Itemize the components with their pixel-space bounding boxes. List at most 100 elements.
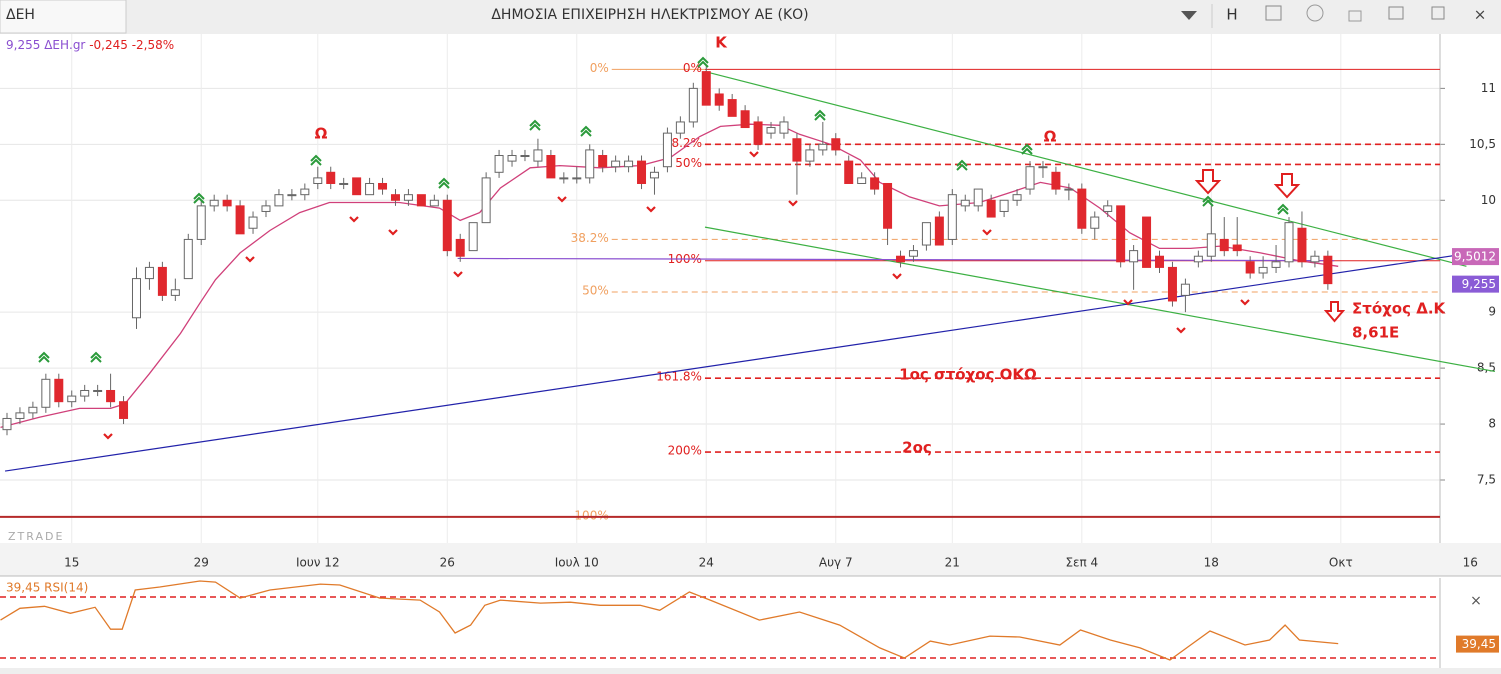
candle-body [170,289,180,296]
candle-body [727,99,737,117]
down-marker [103,433,113,440]
candle-body [908,250,918,257]
icon[interactable] [1306,4,1324,22]
up-marker [193,192,205,204]
candle-body [792,138,802,162]
rsi-tag-label: 39,45 [1462,637,1496,651]
candle-body [378,182,388,190]
candle-body [274,194,284,207]
candle-body [494,155,504,173]
candle-body [611,160,621,168]
candle-body [546,155,556,179]
x-tick-label: Αυγ 7 [819,556,853,570]
fib-label: 50% [582,284,609,298]
fib-label: 0% [683,61,702,75]
candle-body [468,222,478,252]
candle-body [831,138,841,151]
tab[interactable] [0,0,127,34]
rsi-tag [1456,635,1499,653]
candle-body [209,199,219,207]
up-marker [90,351,102,363]
candle-body [896,255,906,263]
candle-body [973,188,983,207]
icon[interactable] [1431,6,1445,20]
legend-symbol: ΔΕΗ.gr [44,38,85,52]
icon[interactable] [1265,5,1282,21]
candle-body [805,149,815,162]
candle-body [157,266,167,296]
candle-body [41,378,51,408]
icon[interactable] [1388,6,1404,20]
down-marker [892,273,902,280]
candle-body [15,412,25,419]
fib-label: 200% [668,444,702,458]
x-tick-label: 29 [194,556,209,570]
rsi-label: 39,45 RSI(14) [6,581,88,595]
h-button[interactable]: H [1226,6,1237,24]
candle-body [1206,233,1216,257]
up-marker [1277,203,1289,215]
legend-change: -0,245 [89,38,128,52]
trend-line [704,71,1467,267]
candle-body [1219,238,1229,252]
up-marker [697,56,709,68]
candle-body [637,160,647,184]
arrow-icon [1194,169,1222,195]
annotation: Ω [1044,128,1057,146]
icon[interactable] [1348,10,1362,22]
price-panel: 7,5 8 8,5 9 10 10,5 11 0% 38.2% 50% 100% 0% 38.2% 50%… [0,34,1499,543]
price-tag [1452,275,1499,293]
candle-body [287,194,297,197]
down-marker [749,151,759,158]
y-tick-label: 10 [1481,193,1496,207]
candle-body [960,199,970,207]
up-marker [1202,195,1214,207]
y-tick-label: 8,5 [1477,361,1496,375]
tab-label[interactable]: ΔΕΗ [6,7,35,23]
candle-body [1142,216,1152,268]
legend-change-pct: -2,58% [132,38,174,52]
x-tick-label: Οκτ [1329,556,1353,570]
candle-body [1193,255,1203,263]
candle-body [93,389,103,392]
up-marker [580,125,592,137]
candle-body [1051,171,1061,190]
candle-body [1090,216,1100,229]
price-tag-label: 9,5012 [1454,250,1496,264]
candle-body [183,238,193,280]
candle-body [455,238,465,257]
candle-body [753,121,763,145]
close-panel-icon[interactable]: × [1470,593,1482,609]
candle-body [986,199,996,218]
down-marker [349,216,359,223]
candle-body [818,143,828,151]
candle-body [1038,166,1048,169]
candle-body [1167,266,1177,302]
close-icon[interactable]: × [1474,6,1487,24]
candle-body [442,199,452,252]
up-marker [38,351,50,363]
down-marker [646,206,656,213]
down-marker [1240,299,1250,306]
candle-body [416,194,426,207]
up-marker [956,159,968,171]
candle-body [248,216,258,229]
candle-body [1129,250,1139,263]
candle-body [598,155,608,168]
watermark: ZTRADE [8,530,64,543]
annotation: 2ος [902,439,932,457]
candle-body [1025,166,1035,190]
candle-body [559,177,569,180]
x-axis: 15 29 Ιουν 12 26 Ιουλ 10 24 Αυγ 7 21 Σεπ 4 18 Οκτ 1… [64,556,1478,570]
candle-body [1297,227,1307,263]
x-tick-label: Ιουλ 10 [555,556,599,570]
candle-body [313,177,323,184]
y-tick-label: 11 [1481,81,1496,95]
candle-body [1284,222,1294,263]
price-tag-label: 9,255 [1462,277,1496,291]
dropdown-icon[interactable] [1181,11,1197,20]
candle-body [1155,255,1165,268]
y-tick-label: 7,5 [1477,473,1496,487]
candle-body [365,182,375,196]
